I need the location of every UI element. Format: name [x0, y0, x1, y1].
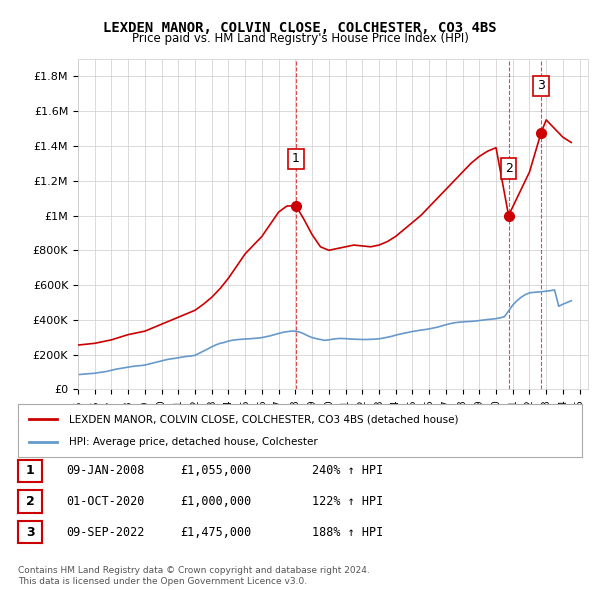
- Text: LEXDEN MANOR, COLVIN CLOSE, COLCHESTER, CO3 4BS: LEXDEN MANOR, COLVIN CLOSE, COLCHESTER, …: [103, 21, 497, 35]
- Text: 122% ↑ HPI: 122% ↑ HPI: [312, 495, 383, 508]
- Text: 2: 2: [26, 495, 34, 508]
- Text: Price paid vs. HM Land Registry's House Price Index (HPI): Price paid vs. HM Land Registry's House …: [131, 32, 469, 45]
- Text: 09-JAN-2008: 09-JAN-2008: [66, 464, 145, 477]
- Text: 3: 3: [26, 526, 34, 539]
- Text: 3: 3: [537, 80, 545, 93]
- Text: £1,475,000: £1,475,000: [180, 526, 251, 539]
- Text: Contains HM Land Registry data © Crown copyright and database right 2024.
This d: Contains HM Land Registry data © Crown c…: [18, 566, 370, 586]
- Text: 1: 1: [292, 152, 300, 165]
- Text: £1,000,000: £1,000,000: [180, 495, 251, 508]
- Text: 2: 2: [505, 162, 512, 175]
- Text: 188% ↑ HPI: 188% ↑ HPI: [312, 526, 383, 539]
- Text: 01-OCT-2020: 01-OCT-2020: [66, 495, 145, 508]
- Text: HPI: Average price, detached house, Colchester: HPI: Average price, detached house, Colc…: [69, 437, 317, 447]
- Text: £1,055,000: £1,055,000: [180, 464, 251, 477]
- Text: 240% ↑ HPI: 240% ↑ HPI: [312, 464, 383, 477]
- Text: 09-SEP-2022: 09-SEP-2022: [66, 526, 145, 539]
- Text: LEXDEN MANOR, COLVIN CLOSE, COLCHESTER, CO3 4BS (detached house): LEXDEN MANOR, COLVIN CLOSE, COLCHESTER, …: [69, 414, 458, 424]
- Text: 1: 1: [26, 464, 34, 477]
